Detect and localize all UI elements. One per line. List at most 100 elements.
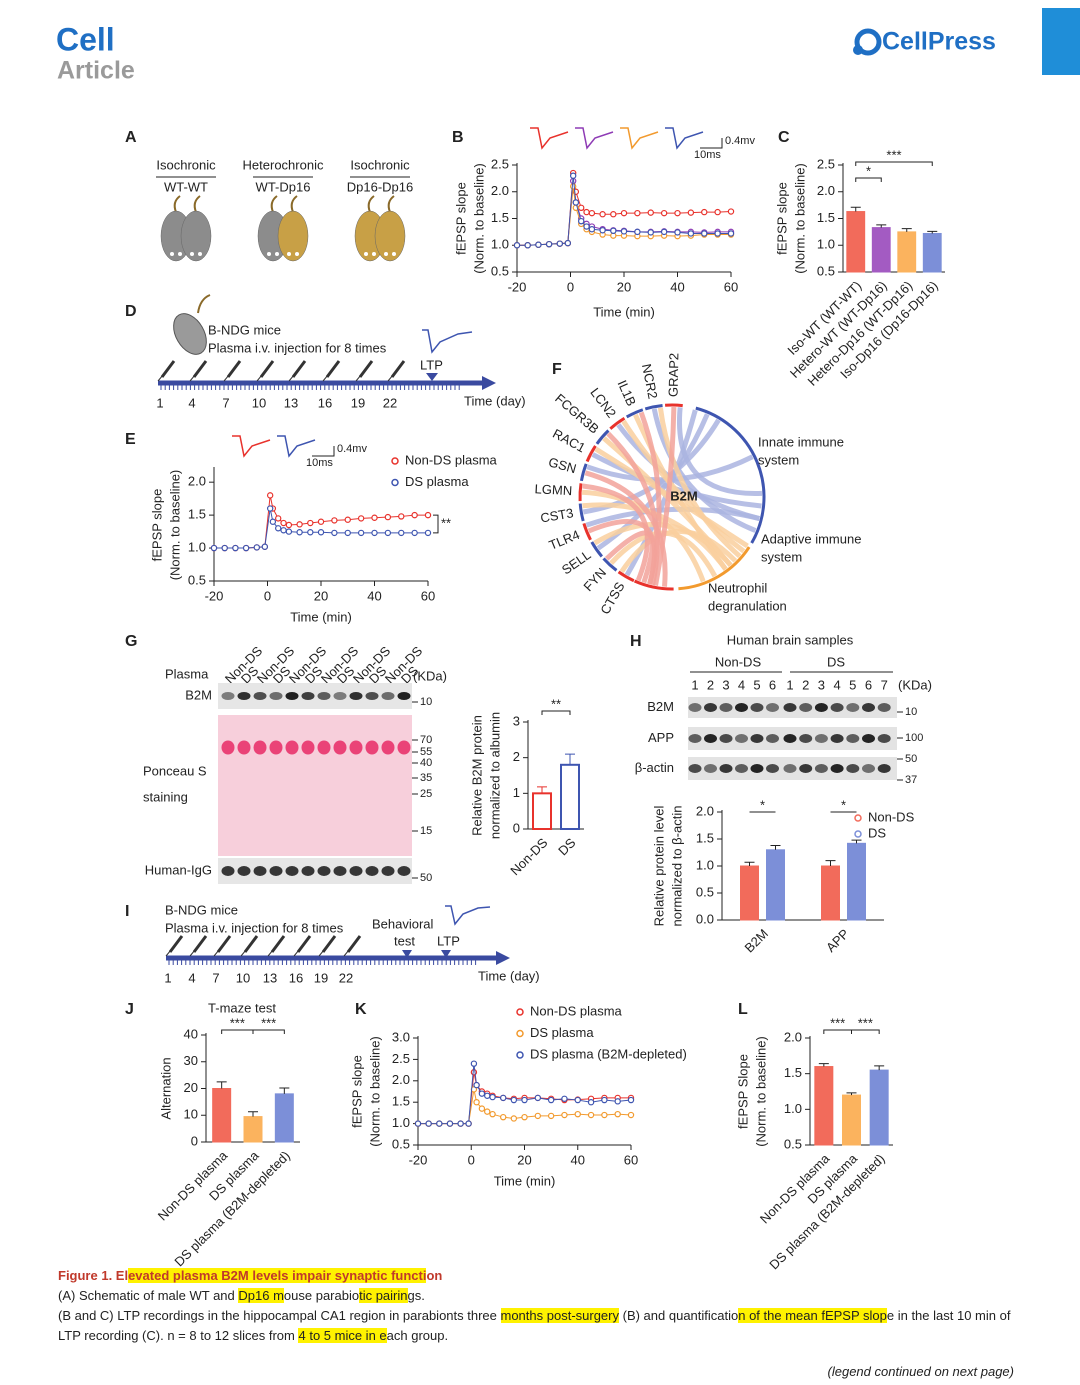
needle — [256, 374, 263, 382]
point — [547, 1112, 555, 1120]
point — [307, 529, 314, 536]
point — [424, 529, 432, 537]
panel-label: H — [630, 633, 642, 650]
point — [317, 518, 325, 525]
point — [660, 209, 668, 217]
y-tick-label: 0.5 — [784, 1136, 802, 1151]
scale-label: 0.4mv — [337, 443, 367, 455]
y-tick-label: 1.0 — [188, 539, 206, 554]
y-tick-label: 0 — [191, 1133, 198, 1148]
bracket — [433, 514, 439, 534]
band — [381, 866, 395, 876]
error-bar — [874, 1065, 885, 1071]
panel-label: E — [125, 431, 136, 448]
error-bar — [901, 228, 912, 232]
group-pair: WT-WT — [164, 179, 208, 194]
y-tick-label: 1.5 — [696, 830, 714, 845]
marker-label: 10 — [905, 706, 917, 718]
y-axis-label: (Norm. to baseline) — [753, 1036, 768, 1147]
point — [578, 204, 585, 211]
legend-marker — [516, 1051, 524, 1059]
point — [436, 1120, 443, 1127]
legend-label: DS plasma — [405, 474, 469, 489]
scale-label: 10ms — [306, 457, 333, 469]
needle — [322, 374, 329, 382]
day-label: 7 — [212, 970, 219, 985]
caption: Figure 1. Elevated plasma B2M levels imp… — [58, 1266, 1020, 1346]
error-bar — [825, 860, 836, 866]
band — [735, 764, 748, 773]
point — [569, 172, 577, 179]
chord-arc — [609, 416, 626, 430]
blot-name: β-actin — [635, 760, 674, 775]
point — [307, 519, 314, 527]
gene-label: FYN — [580, 565, 609, 594]
mouse-eye — [384, 252, 388, 256]
trace — [665, 127, 704, 150]
day-label: 22 — [383, 395, 397, 410]
bar — [847, 842, 866, 921]
sig-label: *** — [830, 1015, 845, 1030]
band — [688, 703, 702, 712]
scale-bar — [312, 446, 335, 457]
point — [510, 1096, 518, 1104]
pathway-label: system — [758, 452, 799, 467]
sig-bracket — [252, 1029, 285, 1034]
point — [614, 1110, 621, 1118]
mouse-eye — [287, 252, 291, 256]
point — [727, 230, 735, 237]
error-bar — [927, 230, 938, 234]
bar — [560, 763, 580, 830]
y-tick-label: 20 — [184, 1080, 198, 1095]
band — [365, 740, 379, 755]
point — [647, 229, 654, 236]
gene-label: NCR2 — [639, 363, 661, 401]
marker-label: 40 — [420, 757, 432, 769]
chord — [676, 407, 763, 496]
chord-arc — [633, 579, 674, 591]
day-label: 1 — [156, 395, 163, 410]
y-tick-label: 1.5 — [817, 210, 835, 225]
point — [414, 1120, 422, 1127]
y-axis-label: fEPSP slope — [774, 182, 789, 255]
caption-text: gs. — [407, 1288, 425, 1303]
point — [210, 544, 218, 552]
band — [269, 740, 283, 755]
ltp-trace — [445, 905, 491, 926]
sig-label: *** — [261, 1015, 276, 1030]
x-axis-label: Time (min) — [290, 609, 352, 624]
mouse-label: B-NDG mice — [208, 322, 281, 337]
y-axis-label: (Norm. to baseline) — [167, 470, 182, 581]
error-bar — [818, 1063, 829, 1067]
y-tick-label: 1.0 — [392, 1115, 410, 1130]
needle — [343, 949, 350, 957]
y-axis-label: fEPSP Slope — [735, 1054, 750, 1129]
needle — [223, 374, 230, 382]
y-tick-label: 40 — [184, 1026, 198, 1041]
point — [280, 527, 287, 534]
x-tick-label: 60 — [724, 279, 738, 294]
point — [601, 1111, 608, 1119]
x-tick-label: 20 — [617, 279, 631, 294]
band — [253, 866, 267, 876]
point — [588, 225, 596, 233]
point — [317, 529, 325, 536]
protocol-label: Plasma i.v. injection for 8 times — [165, 920, 344, 935]
gene-label: CST3 — [539, 505, 574, 525]
chord — [584, 470, 668, 587]
publisher: CellPress — [882, 28, 996, 56]
error-bar — [279, 1087, 290, 1094]
blot-title: Human brain samples — [727, 632, 854, 647]
y-tick-label: 0.5 — [696, 884, 714, 899]
group-label: DS — [827, 654, 845, 669]
band — [317, 692, 331, 700]
band — [237, 692, 251, 700]
highlighted-text: months post-surgery — [500, 1308, 619, 1323]
journal: Cell — [56, 21, 115, 57]
chord-arc — [602, 557, 618, 572]
y-axis-label: fEPSP slope — [149, 489, 164, 562]
panel-label: K — [355, 1001, 367, 1018]
trace — [277, 435, 316, 458]
band — [862, 703, 875, 712]
point — [569, 183, 577, 190]
